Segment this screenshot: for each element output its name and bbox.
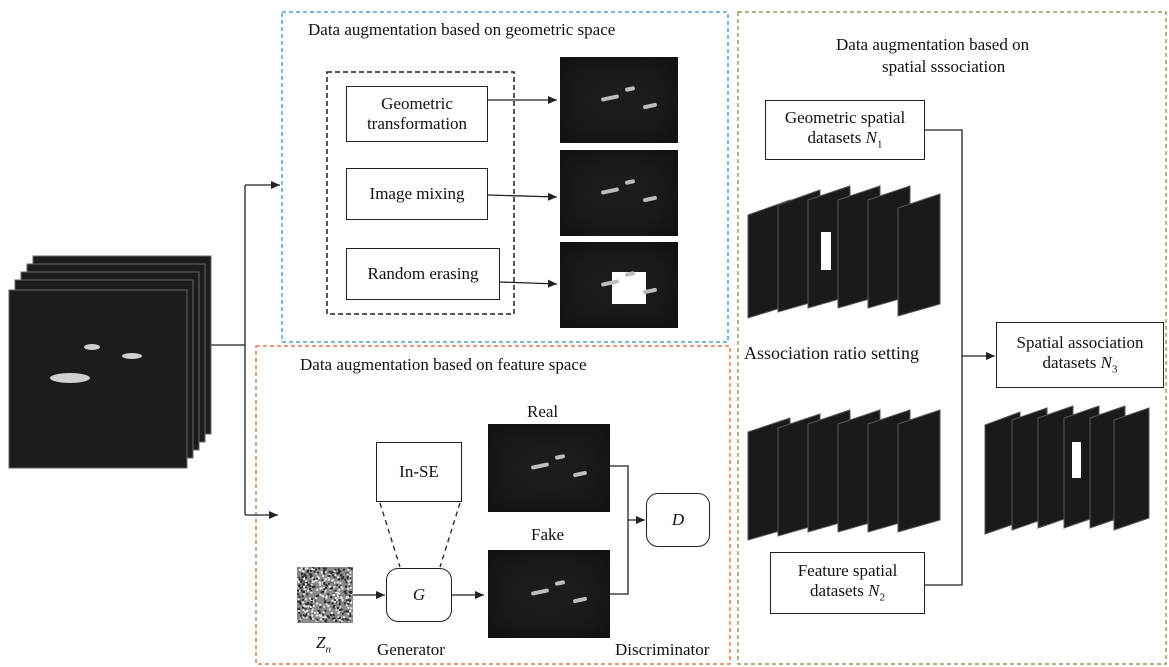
geometric-datasets-line1: Geometric spatial: [784, 108, 906, 128]
in-se-box: In-SE: [376, 442, 462, 502]
in-se-label: In-SE: [399, 461, 439, 481]
input-image-stack: [8, 255, 212, 469]
real-to-d-line: [610, 465, 629, 520]
output-frame-stack: [984, 405, 1150, 535]
erase-patch: [821, 232, 831, 270]
spatial-association-datasets-box: Spatial association datasets N3: [996, 322, 1164, 388]
real-image: [488, 424, 610, 512]
ship-mark: [554, 579, 566, 586]
in-se-dash-right: [439, 502, 461, 568]
ship-mark: [530, 461, 549, 470]
geometric-transformation-box: Geometric transformation: [346, 86, 488, 142]
image-mixing-result: [560, 150, 678, 236]
ship-mark: [554, 453, 566, 460]
output-erase-patch: [1072, 442, 1081, 478]
geometric-panel-border: [281, 11, 729, 343]
arrow-random-erasing: [499, 279, 558, 288]
discriminator-symbol: D: [671, 509, 685, 529]
feature-panel-border: [255, 345, 731, 665]
generator-node: G: [386, 568, 452, 622]
association-connector: [925, 129, 963, 586]
noise-pattern: [297, 567, 353, 623]
fake-to-d-line: [610, 520, 629, 595]
feature-datasets-box: Feature spatial datasets N2: [770, 552, 925, 614]
geometric-datasets-line2: datasets N1: [807, 128, 883, 151]
fake-label: Fake: [531, 525, 565, 544]
spatial-association-line1: Spatial association: [1016, 333, 1144, 353]
geometric-methods-group: [326, 71, 515, 315]
generator-symbol: G: [412, 584, 426, 604]
feature-datasets-line1: Feature spatial: [797, 561, 898, 581]
random-erasing-result: [560, 242, 678, 328]
geometric-frame-stack: [747, 185, 941, 319]
arrow-image-mixing: [487, 192, 558, 201]
ship-mark: [530, 587, 549, 596]
image-mixing-box: Image mixing: [346, 168, 488, 220]
ship-mark: [573, 470, 588, 478]
feature-frame-stack: [747, 409, 941, 541]
discriminator-node: D: [646, 493, 710, 547]
generator-label: Generator: [377, 640, 445, 659]
association-panel-title-line2: spatial sssociation: [882, 57, 1006, 76]
ship-mark: [601, 186, 620, 195]
association-panel-border: [737, 11, 1167, 665]
fake-image: [488, 550, 610, 638]
real-label: Real: [527, 402, 559, 421]
ship-mark: [642, 102, 657, 110]
association-panel-title-line1: Data augmentation based on: [836, 35, 1030, 54]
ship-mark: [624, 86, 636, 93]
ship-mark: [642, 195, 657, 203]
ship-mark: [601, 93, 620, 102]
in-se-dash-left: [379, 502, 401, 568]
random-erasing-box: Random erasing: [346, 248, 500, 300]
erase-box: [612, 272, 646, 304]
ship-mark: [573, 596, 588, 604]
random-erasing-label: Random erasing: [367, 263, 479, 283]
geometric-transformation-label: Geometric transformation: [366, 93, 468, 133]
feature-panel-title: Data augmentation based on feature space: [300, 355, 587, 374]
geometric-panel-title: Data augmentation based on geometric spa…: [308, 20, 616, 39]
spatial-association-line2: datasets N3: [1042, 353, 1118, 376]
feature-datasets-line2: datasets N2: [810, 581, 885, 604]
association-ratio-label: Association ratio setting: [744, 343, 919, 363]
discriminator-label: Discriminator: [615, 640, 710, 659]
input-ships: [50, 344, 142, 383]
geometric-transform-result: [560, 57, 678, 143]
geometric-datasets-box: Geometric spatial datasets N1: [765, 100, 925, 160]
ship-mark: [624, 179, 636, 186]
noise-label: Zn: [316, 633, 331, 656]
image-mixing-label: Image mixing: [369, 183, 465, 203]
